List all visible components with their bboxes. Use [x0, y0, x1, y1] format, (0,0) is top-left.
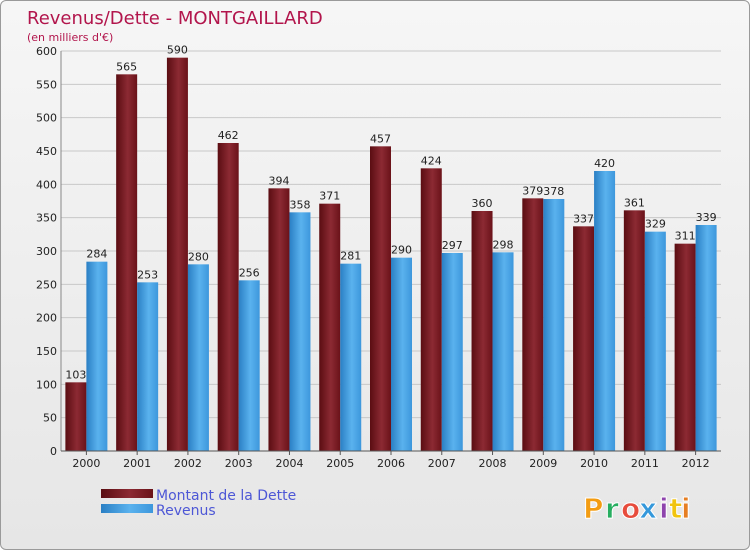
- bar-dette: [522, 198, 544, 451]
- data-label-dette: 379: [522, 184, 543, 197]
- x-tick-label: 2002: [174, 457, 202, 470]
- x-tick-label: 2000: [72, 457, 100, 470]
- bar-revenus: [492, 252, 514, 451]
- legend-swatch-debt: [101, 489, 153, 498]
- data-label-revenus: 256: [239, 266, 260, 279]
- y-tick-label: 500: [36, 112, 57, 125]
- legend: Montant de la Dette Revenus: [101, 488, 296, 519]
- data-label-dette: 565: [116, 60, 137, 73]
- x-tick-label: 2007: [428, 457, 456, 470]
- bar-dette: [573, 226, 595, 451]
- x-tick-label: 2010: [580, 457, 608, 470]
- bar-revenus: [187, 264, 209, 451]
- bar-dette: [217, 143, 239, 451]
- bar-revenus: [644, 231, 666, 451]
- x-tick-label: 2011: [631, 457, 659, 470]
- x-axis-ticks: 2000 2001 2002 2003 2004 2005 2006 2007 2008 2009…: [61, 450, 721, 470]
- bar-revenus: [137, 282, 159, 451]
- data-label-dette: 590: [167, 44, 188, 57]
- data-label-revenus: 420: [594, 157, 615, 170]
- bar-dette: [268, 188, 290, 452]
- data-label-dette: 337: [573, 212, 594, 225]
- data-label-revenus: 329: [645, 218, 666, 231]
- y-axis-ticks: 0 50 100 150 200 250 300 350 400 450 500 550 600: [36, 45, 57, 458]
- y-tick-label: 0: [50, 445, 57, 458]
- y-tick-label: 550: [36, 78, 57, 91]
- y-tick-label: 600: [36, 45, 57, 58]
- data-label-dette: 371: [319, 190, 340, 203]
- data-label-revenus: 284: [86, 248, 107, 261]
- x-tick-label: 2008: [479, 457, 507, 470]
- x-tick-label: 2003: [225, 457, 253, 470]
- data-label-revenus: 297: [442, 239, 463, 252]
- data-label-dette: 103: [65, 368, 86, 381]
- bar-dette: [370, 146, 391, 452]
- logo-letter: r: [605, 492, 619, 525]
- y-tick-label: 50: [43, 412, 57, 425]
- y-tick-label: 250: [36, 278, 57, 291]
- data-label-revenus: 290: [391, 244, 412, 257]
- data-label-dette: 394: [268, 174, 289, 187]
- logo-letter: o: [621, 492, 640, 525]
- logo-letter: i: [681, 492, 691, 525]
- bar-dette: [319, 203, 341, 451]
- data-label-dette: 462: [218, 129, 239, 142]
- data-label-revenus: 298: [493, 238, 514, 251]
- data-label-dette: 424: [421, 154, 442, 167]
- logo-letter: i: [659, 492, 669, 525]
- data-label-revenus: 339: [696, 211, 717, 224]
- data-label-revenus: 253: [137, 268, 158, 281]
- logo-letter: t: [669, 492, 682, 525]
- bar-revenus: [86, 261, 108, 451]
- bar-revenus: [289, 212, 311, 451]
- x-tick-label: 2012: [682, 457, 710, 470]
- x-tick-label: 2004: [275, 457, 303, 470]
- bar-revenus: [695, 225, 717, 451]
- bar-revenus: [391, 257, 412, 451]
- x-tick-label: 2005: [326, 457, 354, 470]
- bar-dette: [674, 243, 696, 451]
- y-tick-label: 450: [36, 145, 57, 158]
- bar-dette: [116, 74, 138, 451]
- chart-title: Revenus/Dette - MONTGAILLARD: [27, 8, 323, 29]
- y-tick-label: 400: [36, 178, 57, 191]
- data-label-dette: 360: [472, 197, 493, 210]
- y-tick-label: 350: [36, 212, 57, 225]
- bar-revenus: [594, 171, 616, 451]
- bar-dette: [623, 210, 645, 451]
- legend-swatch-revenus: [101, 504, 153, 513]
- x-tick-label: 2001: [123, 457, 151, 470]
- bar-dette: [65, 382, 87, 451]
- legend-label-debt: Montant de la Dette: [156, 488, 296, 504]
- chart-subtitle: (en milliers d'€): [27, 31, 113, 44]
- bars-group: [65, 57, 717, 452]
- x-tick-label: 2006: [377, 457, 405, 470]
- data-label-revenus: 281: [340, 250, 361, 263]
- legend-label-revenus: Revenus: [156, 503, 216, 519]
- logo-letter: x: [639, 492, 657, 525]
- y-tick-label: 150: [36, 345, 57, 358]
- bar-revenus: [441, 253, 463, 451]
- bar-revenus: [340, 263, 362, 451]
- y-tick-label: 100: [36, 378, 57, 391]
- bar-revenus: [238, 280, 260, 451]
- data-label-revenus: 280: [188, 250, 209, 263]
- data-label-dette: 361: [624, 196, 645, 209]
- data-label-revenus: 358: [289, 198, 310, 211]
- y-tick-label: 300: [36, 245, 57, 258]
- data-label-dette: 311: [675, 230, 696, 243]
- logo-letter: P: [583, 492, 604, 525]
- bar-revenus: [543, 199, 565, 451]
- data-label-revenus: 378: [543, 185, 564, 198]
- bar-dette: [166, 57, 188, 452]
- bar-dette: [420, 168, 442, 452]
- data-label-dette: 457: [370, 132, 391, 145]
- y-tick-label: 200: [36, 312, 57, 325]
- bar-dette: [471, 211, 493, 451]
- x-tick-label: 2009: [529, 457, 557, 470]
